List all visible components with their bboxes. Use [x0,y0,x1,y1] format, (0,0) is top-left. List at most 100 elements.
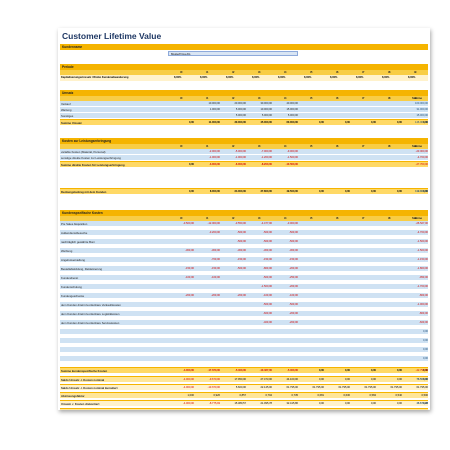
cell-value[interactable]: 0,00 [344,369,350,372]
cell-value[interactable]: 11.000,00 [208,121,220,124]
cell-value[interactable]: -200,00 [289,321,298,324]
cell-value[interactable]: 0,00 [396,369,402,372]
cell-value[interactable]: -200,00 [289,312,298,315]
cell-value[interactable]: 1.000,00 [209,108,220,111]
cell-value[interactable]: -500,00 [263,231,272,234]
capitalization-value[interactable]: 8,00% [252,76,260,79]
cell-value[interactable]: -100,00 [211,276,220,279]
cell-value[interactable]: 20.000,00 [234,102,246,105]
cell-value[interactable]: -200,00 [185,294,194,297]
cell-value[interactable]: -5.000,00 [235,150,246,153]
cell-value[interactable]: -100,00 [263,294,272,297]
cell-value[interactable]: -1.200,00 [261,156,272,159]
cell-value[interactable]: -500,00 [263,240,272,243]
cell-value[interactable]: -1.000,00 [235,156,246,159]
cell-value[interactable]: 0,00 [422,369,428,372]
cell-value[interactable]: -3.500,00 [183,222,194,225]
cell-value[interactable]: -17.670,00 [207,369,220,372]
cell-value[interactable]: -250,00 [289,276,298,279]
cell-value[interactable]: -8.200,00 [261,163,272,166]
cell-value[interactable]: 0,00 [318,121,324,124]
cell-value[interactable]: -10.327,00 [259,369,272,372]
cell-value[interactable]: -4.000,00 [183,369,194,372]
cell-value[interactable]: 0,00 [344,121,350,124]
cell-value[interactable]: -200,00 [237,294,246,297]
customer-name-input[interactable]: Musterfirma AG [168,51,298,56]
cell-value[interactable]: -4.477,00 [261,222,272,225]
cell-value[interactable]: -3.200,00 [209,231,220,234]
cell-value[interactable]: -500,00 [263,303,272,306]
cell-value[interactable]: -500,00 [237,240,246,243]
cell-value[interactable]: -200,00 [289,285,298,288]
cell-value[interactable]: 0,00 [370,369,376,372]
cell-value[interactable]: 10.000,00 [208,102,220,105]
cell-value[interactable]: -400,00 [263,321,272,324]
cell-value[interactable]: -500,00 [263,276,272,279]
cell-value[interactable]: -300,00 [237,249,246,252]
cell-value[interactable]: -150,00 [185,267,194,270]
cell-value[interactable]: -2.000,00 [209,150,220,153]
cell-value[interactable]: 0,00 [370,121,376,124]
cell-value[interactable]: 60.000,00 [286,121,298,124]
cell-value[interactable]: 5.000,00 [287,114,298,117]
cell-value[interactable]: -3.000,00 [209,163,220,166]
cell-value[interactable]: -300,00 [185,249,194,252]
cell-value[interactable]: -800,00 [263,267,272,270]
capitalization-value[interactable]: 8,00% [304,76,312,79]
cell-value[interactable]: -300,00 [263,249,272,252]
cell-value[interactable]: -500,00 [289,303,298,306]
cell-value[interactable]: 0,00 [188,121,194,124]
cell-value[interactable]: -3.000,00 [287,222,298,225]
cell-value[interactable]: -300,00 [289,249,298,252]
cell-value[interactable]: 5.000,00 [261,114,272,117]
cell-value[interactable]: -150,00 [263,258,272,261]
cell-value[interactable]: 30.000,00 [234,121,246,124]
capitalization-value[interactable]: 8,00% [356,76,364,79]
cell-value[interactable]: -7.000,00 [261,150,272,153]
cell-value[interactable]: -12.000,00 [207,222,220,225]
capitalization-value[interactable]: 8,00% [174,76,182,79]
cell-value[interactable]: -3.550,00 [235,222,246,225]
cell-value[interactable]: -300,00 [211,249,220,252]
cell-value[interactable]: 15.000,00 [286,108,298,111]
cell-value[interactable]: -150,00 [289,258,298,261]
cell-value[interactable]: -1.500,00 [261,285,272,288]
cell-value[interactable]: 5.000,00 [235,108,246,111]
capitalization-value[interactable]: 8,00% [226,76,234,79]
cell-value[interactable]: 40.000,00 [286,102,298,105]
cell-value[interactable]: -150,00 [211,267,220,270]
cell-value[interactable]: -6.000,00 [235,163,246,166]
cell-value[interactable]: 10.000,00 [260,108,272,111]
cell-value[interactable]: -500,00 [237,267,246,270]
cell-value[interactable]: 0,00 [318,369,324,372]
cell-value[interactable]: -600,00 [263,312,272,315]
cell-value[interactable]: -500,00 [289,231,298,234]
capitalization-value[interactable]: 8,00% [200,76,208,79]
row-total: 0,00 [422,330,428,333]
cell-value[interactable]: -100,00 [185,276,194,279]
cell-value[interactable]: -5.400,00 [287,369,298,372]
cell-value[interactable]: 0,00 [396,121,402,124]
cell-value[interactable]: -700,00 [211,258,220,261]
cell-value[interactable]: -9.000,00 [287,150,298,153]
cell-value[interactable]: -200,00 [289,267,298,270]
capitalization-value[interactable]: 8,00% [408,76,416,79]
cell-value[interactable]: -500,00 [289,240,298,243]
cell-value[interactable]: 0,00 [188,163,194,166]
cell-value[interactable]: 0,00 [422,121,428,124]
period-column: t8 [388,70,391,74]
cell-value[interactable]: -1.500,00 [287,156,298,159]
cell-value[interactable]: -500,00 [237,231,246,234]
cell-value[interactable]: 30.000,00 [260,102,272,105]
cell-value[interactable]: 45.000,00 [260,121,272,124]
cell-value[interactable]: -1.000,00 [209,156,220,159]
cell-value[interactable]: -10.500,00 [285,163,298,166]
capitalization-value[interactable]: 8,00% [278,76,286,79]
cell-value[interactable]: -200,00 [211,294,220,297]
cell-value[interactable]: -150,00 [237,258,246,261]
cell-value[interactable]: 5.000,00 [235,114,246,117]
capitalization-value[interactable]: 8,00% [330,76,338,79]
cell-value[interactable]: -100,00 [289,294,298,297]
cell-value[interactable]: -5.400,00 [235,369,246,372]
capitalization-value[interactable]: 8,00% [382,76,390,79]
